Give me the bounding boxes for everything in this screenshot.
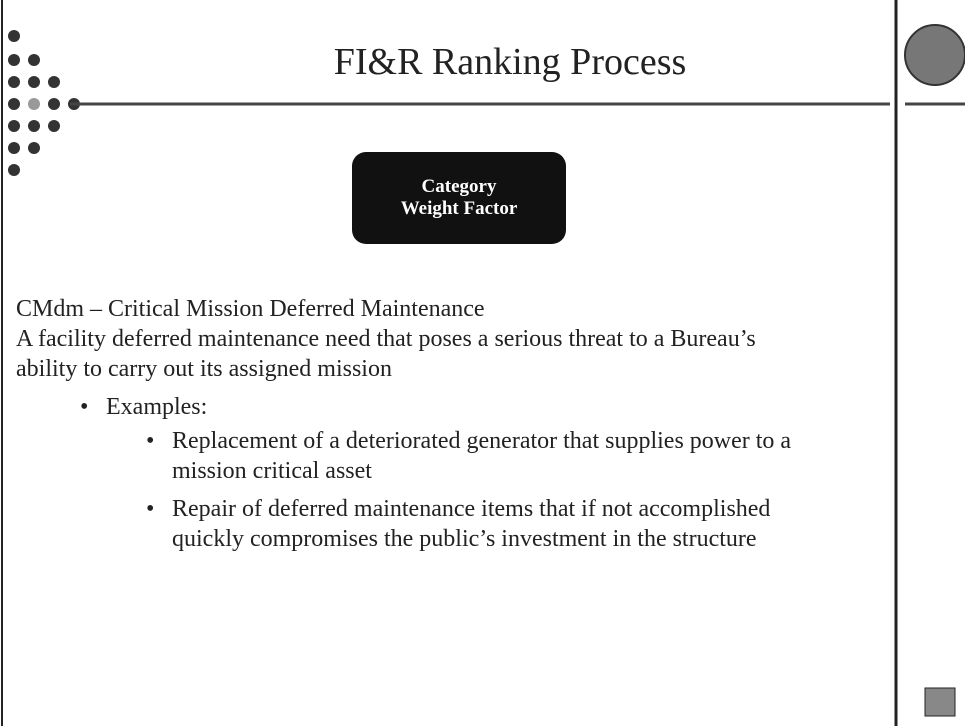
bullet-text: Examples: [106,394,207,420]
heading: CMdm – Critical Mission Deferred Mainten… [16,294,876,324]
subbullet: •Repair of deferred maintenance items th… [172,494,832,554]
body: CMdm – Critical Mission Deferred Mainten… [16,294,876,554]
badge-line: Category [352,176,566,198]
badge: Category Weight Factor [352,152,566,244]
definition: A facility deferred maintenance need tha… [16,324,776,384]
bullet: •Examples: [106,392,876,422]
slide: FI&R Ranking Process Category Weight Fac… [0,0,965,726]
subbullet-text: Replacement of a deteriorated generator … [172,428,791,484]
subbullet: •Replacement of a deteriorated generator… [172,426,832,486]
badge-line: Weight Factor [352,198,566,220]
subbullet-text: Repair of deferred maintenance items tha… [172,496,770,552]
slide-title: FI&R Ranking Process [200,40,820,84]
